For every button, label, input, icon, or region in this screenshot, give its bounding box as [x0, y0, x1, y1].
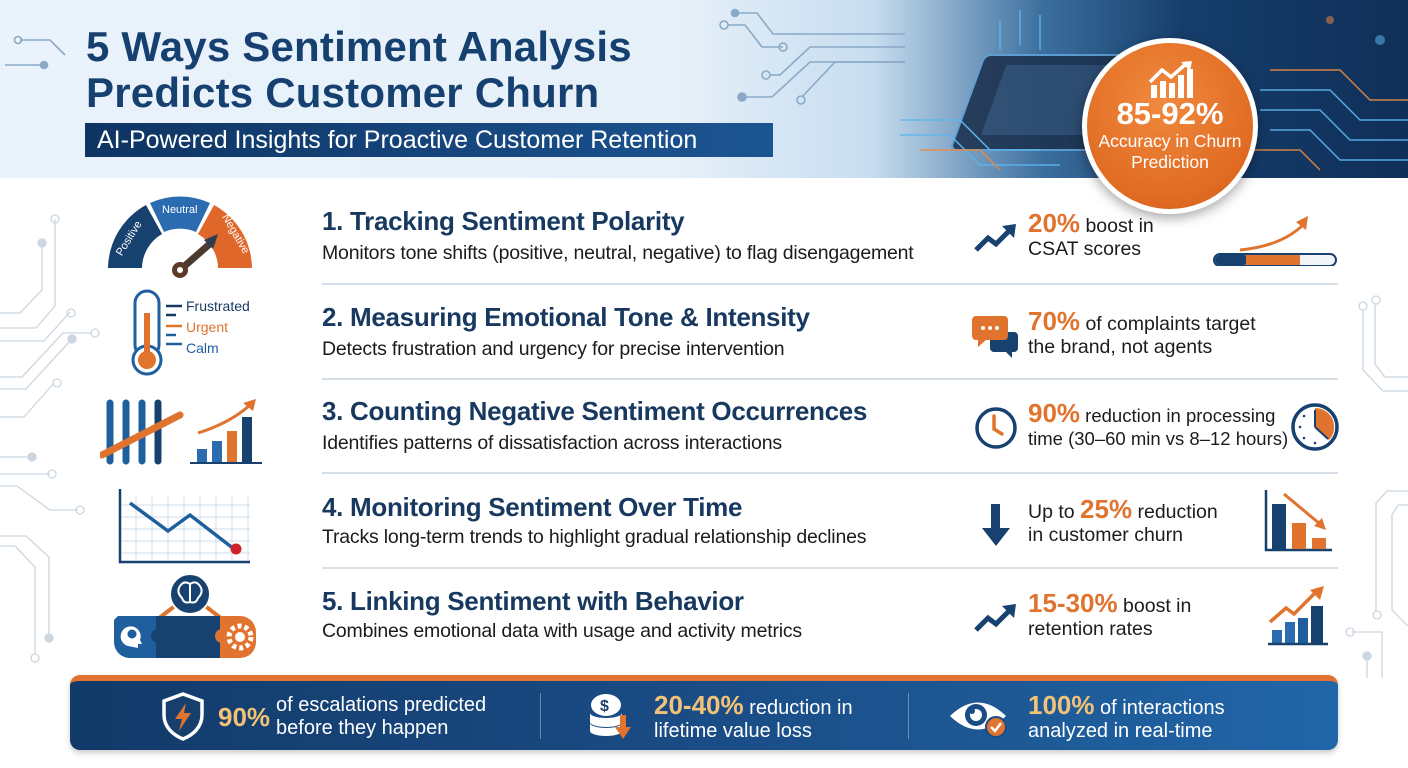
row-divider — [322, 472, 1338, 474]
title-line-1: 5 Ways Sentiment Analysis — [86, 23, 632, 70]
down-arrow-icon — [982, 504, 1010, 546]
declining-bars-icon — [1264, 490, 1332, 552]
stat-text: 15-30% boost in retention rates — [1028, 590, 1192, 641]
stopwatch-icon — [1291, 403, 1339, 451]
stat-text: 90% reduction in processing time (30–60 … — [1028, 400, 1289, 450]
way-title: 1. Tracking Sentiment Polarity — [322, 206, 685, 236]
footer-stat-line-2: before they happen — [276, 717, 449, 739]
chat-bubbles-icon — [972, 316, 1018, 358]
footer-stat-line-1: of interactions — [1094, 697, 1225, 719]
thermo-label-urgent: Urgent — [186, 319, 228, 335]
stat-retention: 15-30% boost in retention rates — [972, 584, 1342, 664]
rising-bars-icon — [1268, 586, 1328, 646]
stat-highlight: 15-30% — [1028, 588, 1118, 618]
way-description: Detects frustration and urgency for prec… — [322, 338, 785, 360]
stat-text-after: boost in — [1080, 215, 1154, 237]
footer-stat-realtime: 100% of interactions analyzed in real-ti… — [918, 681, 1318, 750]
way-row-3: 3. Counting Negative Sentiment Occurrenc… — [0, 386, 1408, 480]
footer-stat-line-2: lifetime value loss — [654, 720, 812, 742]
stat-line-2: retention rates — [1028, 618, 1153, 640]
circuit-decoration — [0, 214, 1408, 678]
stat-line-2: CSAT scores — [1028, 238, 1142, 260]
accuracy-label: Accuracy in Churn Prediction — [1098, 131, 1242, 172]
way-row-1: Positive Neutral Negative 1. Tracking Se… — [0, 196, 1408, 290]
title-line-2: Predicts Customer Churn — [86, 69, 600, 116]
stat-csat: 20% boost in CSAT scores — [972, 204, 1342, 284]
svg-text:$: $ — [600, 698, 609, 715]
stat-text-after: of complaints target — [1080, 313, 1256, 335]
stat-processing-time: 90% reduction in processing time (30–60 … — [972, 394, 1342, 474]
way-row-2: Frustrated Urgent Calm 2. Measuring Emot… — [0, 289, 1408, 384]
footer-stat-text: 20-40% reduction in lifetime value loss — [654, 692, 853, 743]
shield-lightning-icon — [162, 692, 204, 741]
way-description: Combines emotional data with usage and a… — [322, 620, 802, 642]
footer-stat-line-2: analyzed in real-time — [1028, 720, 1213, 742]
tally-and-bar-chart-icon — [100, 399, 262, 465]
accuracy-badge: 85-92% Accuracy in Churn Prediction — [1082, 38, 1258, 214]
stat-text-before: Up to — [1028, 501, 1081, 523]
footer-stat-ltv-loss: $ 20-40% reduction in lifetime value los… — [550, 681, 900, 750]
footer-stat-highlight: 90% — [218, 702, 271, 732]
way-row-5: 5. Linking Sentiment with Behavior Combi… — [0, 573, 1408, 668]
stat-highlight: 20% — [1028, 208, 1081, 238]
footer-stat-text: 90% of escalations predicted before they… — [218, 694, 487, 740]
puzzle-brain-gear-icon — [114, 573, 256, 658]
stat-text: Up to 25% reduction in customer churn — [1028, 496, 1218, 547]
footer-stat-highlight: 100% — [1028, 690, 1095, 720]
way-title: 4. Monitoring Sentiment Over Time — [322, 492, 743, 522]
way-description: Monitors tone shifts (positive, neutral,… — [322, 242, 914, 264]
stat-highlight: 70% — [1028, 306, 1081, 336]
gauge-label-neutral: Neutral — [162, 204, 197, 216]
row-divider — [322, 567, 1338, 569]
way-description: Tracks long-term trends to highlight gra… — [322, 526, 867, 548]
stat-highlight: 25% — [1080, 494, 1133, 524]
way-title: 3. Counting Negative Sentiment Occurrenc… — [322, 396, 868, 426]
stat-line-2: time (30–60 min vs 8–12 hours) — [1028, 428, 1289, 449]
thermometer-icon: Frustrated Urgent Calm — [131, 289, 250, 376]
way-description: Identifies patterns of dissatisfaction a… — [322, 432, 782, 454]
progress-bar-with-arrow-icon — [1213, 216, 1337, 266]
stat-text-after: reduction in processing — [1080, 405, 1276, 426]
footer-stat-escalations: 90% of escalations predicted before they… — [70, 681, 530, 750]
stat-line-2: in customer churn — [1028, 524, 1183, 546]
stat-churn-reduction: Up to 25% reduction in customer churn — [972, 490, 1342, 570]
declining-line-chart-icon — [118, 489, 250, 564]
page-title: 5 Ways Sentiment Analysis Predicts Custo… — [86, 24, 632, 116]
row-divider — [322, 283, 1338, 285]
thermo-label-calm: Calm — [186, 340, 219, 356]
sentiment-gauge-icon: Positive Neutral Negative — [108, 196, 252, 278]
way-title: 5. Linking Sentiment with Behavior — [322, 586, 744, 616]
subtitle-banner: AI-Powered Insights for Proactive Custom… — [85, 123, 773, 157]
footer-stat-line-1: reduction in — [743, 697, 853, 719]
clock-icon — [975, 407, 1017, 449]
eye-check-icon — [950, 702, 1007, 738]
way-row-4: 4. Monitoring Sentiment Over Time Tracks… — [0, 480, 1408, 574]
thermo-label-frustrated: Frustrated — [186, 298, 250, 314]
footer-separator — [540, 693, 541, 739]
way-title: 2. Measuring Emotional Tone & Intensity — [322, 302, 810, 332]
trend-up-arrow-icon — [974, 604, 1016, 632]
trend-up-arrow-icon — [974, 224, 1016, 252]
stat-text: 70% of complaints target the brand, not … — [1028, 308, 1256, 359]
footer-separator — [908, 693, 909, 739]
stat-highlight: 90% — [1028, 398, 1081, 428]
stat-line-2: the brand, not agents — [1028, 336, 1213, 358]
coins-down-arrow-icon: $ — [590, 694, 631, 739]
footer-stat-text: 100% of interactions analyzed in real-ti… — [1028, 692, 1225, 743]
stat-complaints: 70% of complaints target the brand, not … — [972, 302, 1342, 382]
footer-stat-line-1: of escalations predicted — [276, 694, 487, 716]
row-divider — [322, 378, 1338, 380]
stat-text-after: reduction — [1132, 501, 1218, 523]
stat-text-after: boost in — [1117, 595, 1192, 617]
bar-chart-trend-up-icon — [1148, 61, 1193, 98]
accuracy-value: 85-92% — [1116, 96, 1224, 131]
stat-text: 20% boost in CSAT scores — [1028, 210, 1154, 261]
footer-stats-band: 90% of escalations predicted before they… — [70, 675, 1338, 750]
footer-stat-highlight: 20-40% — [654, 690, 744, 720]
